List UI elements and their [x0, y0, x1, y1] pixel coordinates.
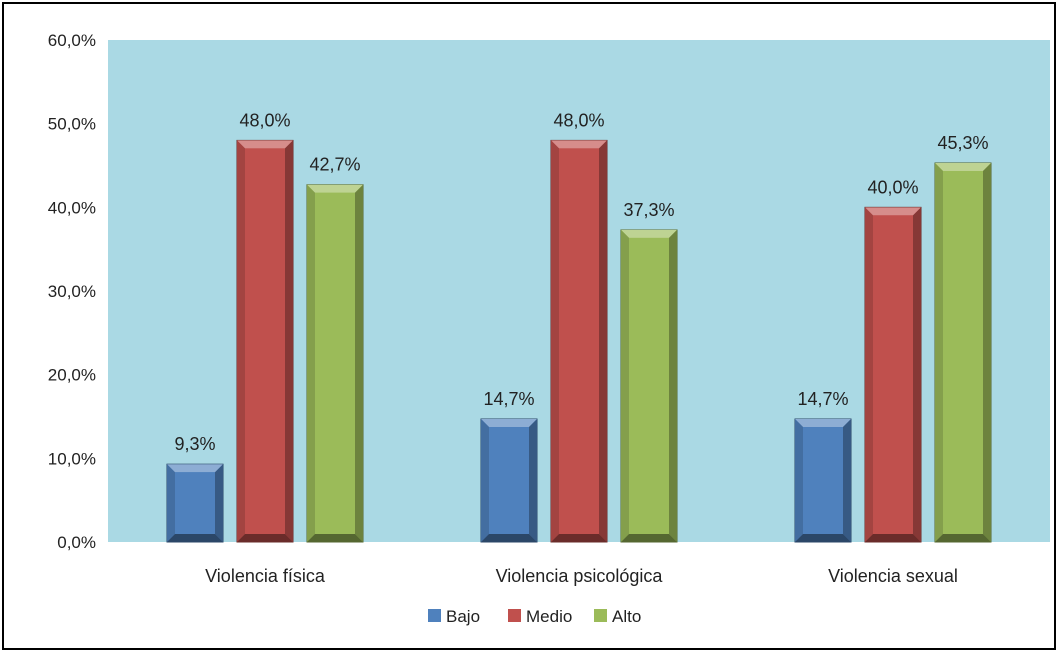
- data-label: 14,7%: [483, 389, 534, 409]
- legend-swatch: [508, 609, 521, 622]
- bar: [550, 139, 608, 543]
- y-tick-label: 30,0%: [48, 282, 96, 301]
- bar: [480, 418, 538, 543]
- data-label: 37,3%: [623, 200, 674, 220]
- legend-item: Bajo: [428, 607, 480, 626]
- x-tick-label: Violencia psicológica: [496, 566, 664, 586]
- legend-label: Medio: [526, 607, 572, 626]
- data-label: 48,0%: [553, 110, 604, 130]
- y-axis: 0,0% 10,0% 20,0% 30,0% 40,0% 50,0% 60,0%: [48, 31, 96, 552]
- y-tick-label: 0,0%: [57, 533, 96, 552]
- legend-item: Medio: [508, 607, 572, 626]
- data-label: 42,7%: [309, 155, 360, 175]
- legend-item: Alto: [594, 607, 641, 626]
- y-tick-label: 50,0%: [48, 115, 96, 134]
- bar: [306, 184, 364, 543]
- y-tick-label: 20,0%: [48, 366, 96, 385]
- data-label: 9,3%: [174, 434, 215, 454]
- legend-label: Alto: [612, 607, 641, 626]
- legend-label: Bajo: [446, 607, 480, 626]
- bar: [864, 206, 922, 543]
- data-label: 40,0%: [867, 177, 918, 197]
- y-tick-label: 60,0%: [48, 31, 96, 50]
- bar: [794, 418, 852, 543]
- bar: [166, 463, 224, 543]
- x-tick-label: Violencia física: [205, 566, 326, 586]
- bar: [236, 139, 294, 543]
- x-axis: Violencia física Violencia psicológica Vio…: [205, 566, 958, 586]
- legend: Bajo Medio Alto: [428, 607, 641, 626]
- legend-swatch: [594, 609, 607, 622]
- bar: [620, 229, 678, 543]
- x-tick-label: Violencia sexual: [828, 566, 958, 586]
- bar: [934, 162, 992, 543]
- data-label: 14,7%: [797, 389, 848, 409]
- y-tick-label: 40,0%: [48, 198, 96, 217]
- data-label: 45,3%: [937, 133, 988, 153]
- bars: [166, 139, 992, 543]
- y-tick-label: 10,0%: [48, 449, 96, 468]
- legend-swatch: [428, 609, 441, 622]
- data-labels: 9,3% 48,0% 42,7% 14,7% 48,0% 37,3% 14,7% 40,0% 4…: [174, 110, 988, 454]
- data-label: 48,0%: [239, 110, 290, 130]
